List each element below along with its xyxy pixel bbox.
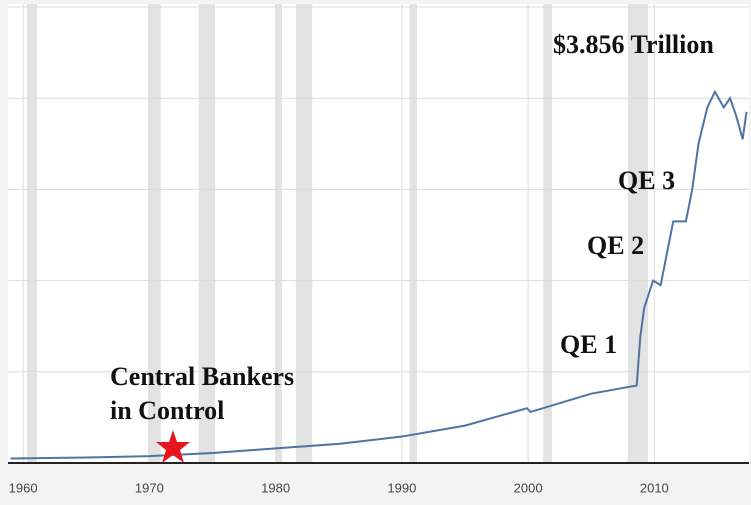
annotation: in Control	[110, 396, 224, 425]
recession-band	[543, 4, 553, 463]
recession-band	[26, 4, 38, 463]
recession-band	[627, 4, 649, 463]
x-tick-label: 2010	[640, 480, 669, 495]
recession-band	[198, 4, 216, 463]
recession-band	[148, 4, 161, 463]
recession-band	[295, 4, 313, 463]
star-marker	[156, 430, 190, 463]
x-tick-label: 1960	[9, 480, 38, 495]
recession-band	[275, 4, 282, 463]
annotation: QE 1	[560, 330, 617, 359]
annotation: QE 3	[618, 166, 675, 195]
x-tick-label: 1980	[261, 480, 290, 495]
x-tick-label: 1970	[135, 480, 164, 495]
annotation: QE 2	[587, 231, 644, 260]
x-tick-label: 1990	[387, 480, 416, 495]
data-line	[10, 89, 748, 460]
x-tick-label: 2000	[514, 480, 543, 495]
annotation: Central Bankers	[110, 362, 294, 391]
recession-band	[409, 4, 418, 463]
annotation: $3.856 Trillion	[553, 30, 714, 59]
